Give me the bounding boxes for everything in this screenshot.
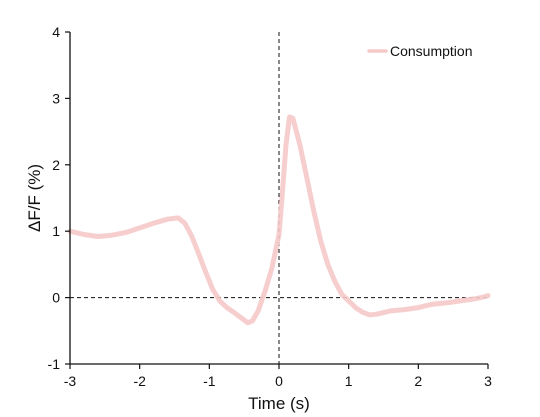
legend: Consumption <box>367 43 473 59</box>
x-axis-title: Time (s) <box>248 394 310 413</box>
x-tick-label: 0 <box>275 373 283 389</box>
legend-label-consumption: Consumption <box>390 43 473 59</box>
y-tick-label: 0 <box>52 290 60 306</box>
series-line-consumption <box>67 114 491 326</box>
y-tick-label: -1 <box>48 356 61 372</box>
x-axis-ticks: -3 -2 -1 0 1 2 3 <box>64 364 492 389</box>
x-tick-label: -3 <box>64 373 77 389</box>
x-tick-label: -2 <box>133 373 146 389</box>
x-tick-label: 2 <box>414 373 422 389</box>
x-tick-label: 1 <box>345 373 353 389</box>
reference-lines <box>70 32 488 364</box>
x-tick-label: 3 <box>484 373 492 389</box>
y-tick-label: 3 <box>52 90 60 106</box>
x-tick-label: -1 <box>203 373 216 389</box>
y-tick-label: 2 <box>52 157 60 173</box>
y-tick-label: 1 <box>52 223 60 239</box>
y-tick-label: 4 <box>52 24 60 40</box>
y-axis-title: ΔF/F (%) <box>25 164 44 232</box>
series-layer <box>67 114 491 326</box>
y-axis-ticks: -1 0 1 2 3 4 <box>48 24 70 372</box>
